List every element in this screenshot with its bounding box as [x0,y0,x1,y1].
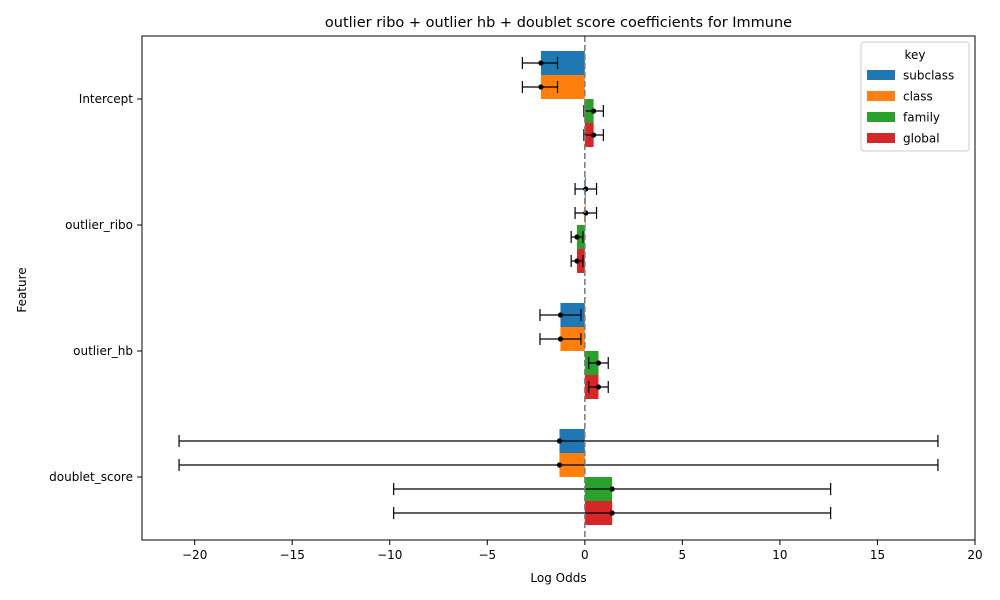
point-subclass-Intercept [538,60,544,66]
point-subclass-outlier_hb [557,312,564,318]
x-tick-label: 0 [581,548,589,562]
x-tick-label: 5 [679,548,687,562]
x-tick-label: 20 [967,548,982,562]
point-global-doublet_score [609,510,615,516]
legend-swatch-global [867,133,895,143]
point-family-outlier_hb [595,360,602,366]
legend-label-family: family [903,111,940,125]
y-tick-label: Intercept [79,92,134,106]
point-global-Intercept [591,132,597,138]
x-tick-label: −15 [280,548,305,562]
y-tick-label: outlier_hb [73,344,133,358]
legend-swatch-family [867,112,895,122]
legend-label-class: class [903,90,933,104]
legend-label-global: global [903,132,940,146]
x-tick-label: −10 [377,548,402,562]
point-class-outlier_hb [557,336,564,342]
point-family-Intercept [591,108,597,114]
y-tick-label: outlier_ribo [65,218,133,232]
point-family-outlier_ribo [574,234,580,240]
point-class-doublet_score [556,462,563,468]
y-axis-label: Feature [15,267,29,312]
point-subclass-outlier_ribo [583,186,589,192]
chart-title: outlier ribo + outlier hb + doublet scor… [325,15,792,31]
point-global-outlier_ribo [574,258,580,264]
plot-frame [141,35,976,541]
legend-swatch-subclass [867,70,895,80]
point-class-outlier_ribo [583,210,589,216]
point-family-doublet_score [609,486,615,492]
point-subclass-doublet_score [556,438,563,444]
plot-area [141,35,976,541]
x-tick-label: −5 [478,548,496,562]
point-class-Intercept [538,84,544,90]
legend: key subclass class family global [860,41,970,152]
y-tick-label: doublet_score [49,470,133,484]
x-axis-label: Log Odds [530,571,586,585]
legend-swatch-class [867,91,895,101]
x-tick-label: −20 [182,548,207,562]
legend-label-subclass: subclass [903,69,954,83]
legend-box [860,41,970,152]
x-tick-label: 15 [870,548,885,562]
point-global-outlier_hb [595,384,602,390]
legend-title: key [904,48,925,62]
x-tick-label: 10 [772,548,787,562]
y-axis: Intercept outlier_ribo outlier_hb doublet_s… [49,92,142,484]
x-axis: −20 −15 −10 −5 0 5 10 15 20 [182,540,983,562]
